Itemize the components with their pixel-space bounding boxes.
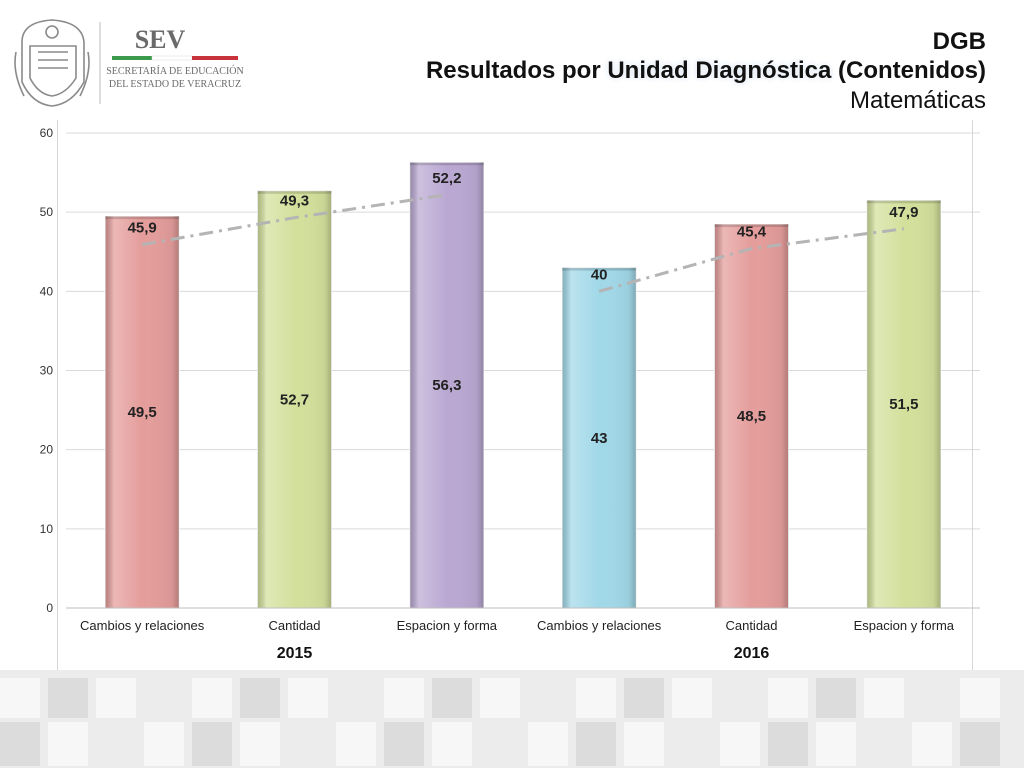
trend-value-label: 47,9 xyxy=(889,204,918,221)
x-tick-label: Espacion y forma xyxy=(854,618,955,633)
y-tick-label: 60 xyxy=(40,126,54,140)
y-tick-label: 30 xyxy=(40,364,54,378)
bar-value-label: 51,5 xyxy=(889,396,918,413)
y-tick-label: 0 xyxy=(46,601,53,615)
x-tick-label: Cantidad xyxy=(725,618,777,633)
slide-title: DGB Resultados por Unidad Diagnóstica (C… xyxy=(426,28,986,116)
bar-cap xyxy=(409,162,484,166)
bar-shine xyxy=(409,162,484,608)
title-results-highlight: Unidad Diagnóstica xyxy=(607,57,832,84)
bar-value-label: 43 xyxy=(591,430,608,447)
title-results: Resultados por Unidad Diagnóstica (Conte… xyxy=(426,56,986,86)
trend-line xyxy=(598,227,905,293)
bar-shine xyxy=(105,216,180,608)
trend-value-label: 40 xyxy=(591,266,608,283)
bar-shine xyxy=(866,200,941,608)
trend-value-label: 52,2 xyxy=(432,170,461,187)
y-tick-label: 20 xyxy=(40,443,54,457)
trend-value-label: 49,3 xyxy=(280,193,309,210)
trend-line xyxy=(141,193,448,247)
title-results-suffix: (Contenidos) xyxy=(831,57,986,84)
bar-cap xyxy=(257,190,332,194)
bar-value-label: 52,7 xyxy=(280,391,309,408)
bar-value-label: 56,3 xyxy=(432,377,461,394)
x-tick-label: Cantidad xyxy=(268,618,320,633)
svg-text:SEV: SEV xyxy=(135,25,186,54)
bar-cap xyxy=(866,200,941,204)
trend-value-label: 45,4 xyxy=(737,224,767,241)
veracruz-seal-icon: SEV SECRETARÍA DE EDUCACIÓN DEL ESTADO D… xyxy=(14,19,244,107)
svg-text:DEL ESTADO DE VERACRUZ: DEL ESTADO DE VERACRUZ xyxy=(109,79,241,90)
decorative-footer xyxy=(0,670,1024,768)
bar-value-label: 49,5 xyxy=(128,404,157,421)
x-tick-label: Cambios y relaciones xyxy=(80,618,205,633)
year-group-label: 2016 xyxy=(734,645,770,662)
title-results-prefix: Resultados por xyxy=(425,57,608,84)
footer-pattern xyxy=(0,670,1024,768)
title-dgb: DGB xyxy=(932,28,986,55)
bar-chart: 49,5 52,7 56,3 43 48,5 51,5 45,9 49,3 52,2 40 45,4… xyxy=(40,126,980,662)
bar-shine xyxy=(562,267,637,608)
trend-value-label: 45,9 xyxy=(128,220,157,237)
bar-cap xyxy=(105,216,180,220)
svg-text:SECRETARÍA DE EDUCACIÓN: SECRETARÍA DE EDUCACIÓN xyxy=(106,65,244,77)
bar-value-label: 48,5 xyxy=(737,408,766,425)
year-group-label: 2015 xyxy=(277,645,313,662)
y-tick-label: 10 xyxy=(40,522,54,536)
x-tick-label: Espacion y forma xyxy=(397,618,498,633)
bar-cap xyxy=(562,267,637,271)
bar-cap xyxy=(714,224,789,228)
x-tick-label: Cambios y relaciones xyxy=(537,618,662,633)
y-tick-label: 50 xyxy=(40,205,54,219)
sev-logo: SEV SECRETARÍA DE EDUCACIÓN DEL ESTADO D… xyxy=(12,12,250,112)
bar-shine xyxy=(257,190,332,608)
bar-shine xyxy=(714,224,789,608)
title-subject: Matemáticas xyxy=(849,87,986,114)
y-tick-label: 40 xyxy=(40,284,54,298)
